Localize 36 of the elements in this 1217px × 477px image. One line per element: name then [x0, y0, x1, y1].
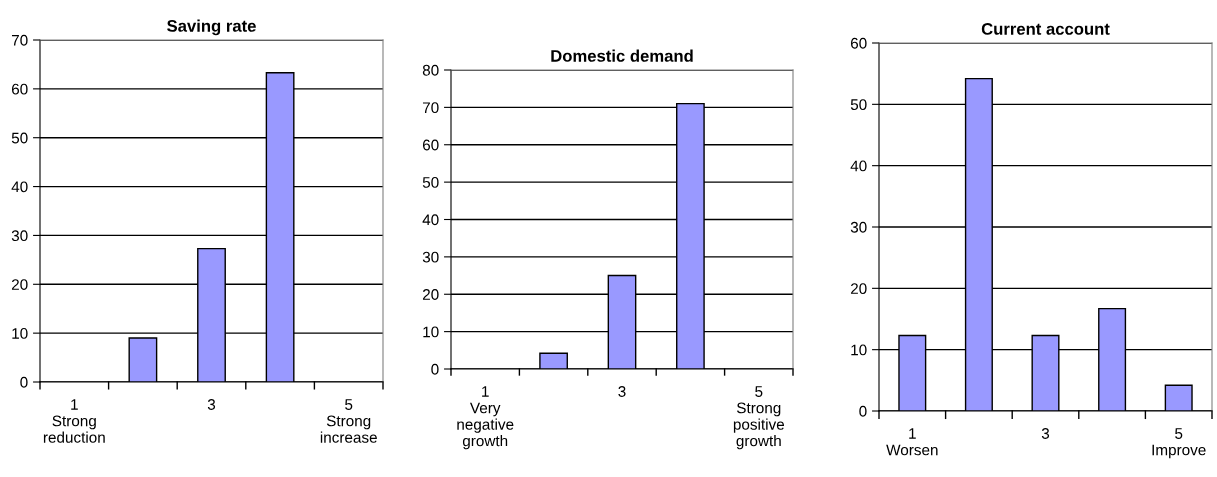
- y-tick-label: 60: [850, 37, 867, 49]
- y-tick-label: 10: [423, 326, 439, 338]
- y-tick-label: 80: [422, 64, 439, 76]
- y-tick-label: 20: [422, 289, 439, 300]
- y-tick-label: 10: [12, 328, 28, 339]
- y-tick-label: 30: [850, 221, 867, 233]
- y-tick-label: 50: [422, 176, 439, 188]
- y-tick-label: 20: [11, 279, 28, 290]
- chart-title: Domestic demand: [551, 49, 693, 62]
- x-tick-label: 5 Improve: [1152, 428, 1206, 459]
- chart-title: Current account: [981, 23, 1110, 35]
- y-tick-label: 50: [11, 132, 28, 144]
- y-tick-label: 60: [11, 83, 28, 95]
- y-tick-label: 0: [859, 405, 867, 417]
- y-tick-label: 40: [11, 181, 28, 193]
- y-tick-label: 60: [422, 139, 439, 151]
- y-tick-label: 70: [11, 34, 28, 46]
- x-tick-label: 5 Strong positive growth: [733, 386, 785, 450]
- y-tick-label: 40: [422, 214, 439, 226]
- y-tick-label: 0: [431, 363, 439, 375]
- x-tick-label: 1 Very negative growth: [457, 386, 514, 450]
- y-tick-label: 50: [850, 99, 867, 111]
- x-tick-label: 3: [1041, 428, 1050, 439]
- x-tick-label: 1 Strong reduction: [43, 399, 105, 443]
- y-tick-label: 40: [850, 160, 867, 172]
- y-tick-label: 30: [11, 230, 28, 242]
- chart-title: Saving rate: [167, 19, 256, 36]
- x-tick-label: 3: [207, 399, 216, 410]
- y-tick-label: 10: [851, 344, 867, 356]
- x-tick-label: 1 Worsen: [886, 428, 938, 456]
- y-tick-label: 30: [422, 251, 439, 263]
- x-tick-label: 5 Strong increase: [320, 399, 377, 443]
- y-tick-label: 70: [422, 102, 439, 114]
- y-tick-label: 0: [20, 376, 28, 388]
- x-tick-label: 3: [618, 386, 626, 397]
- y-tick-label: 20: [850, 283, 867, 295]
